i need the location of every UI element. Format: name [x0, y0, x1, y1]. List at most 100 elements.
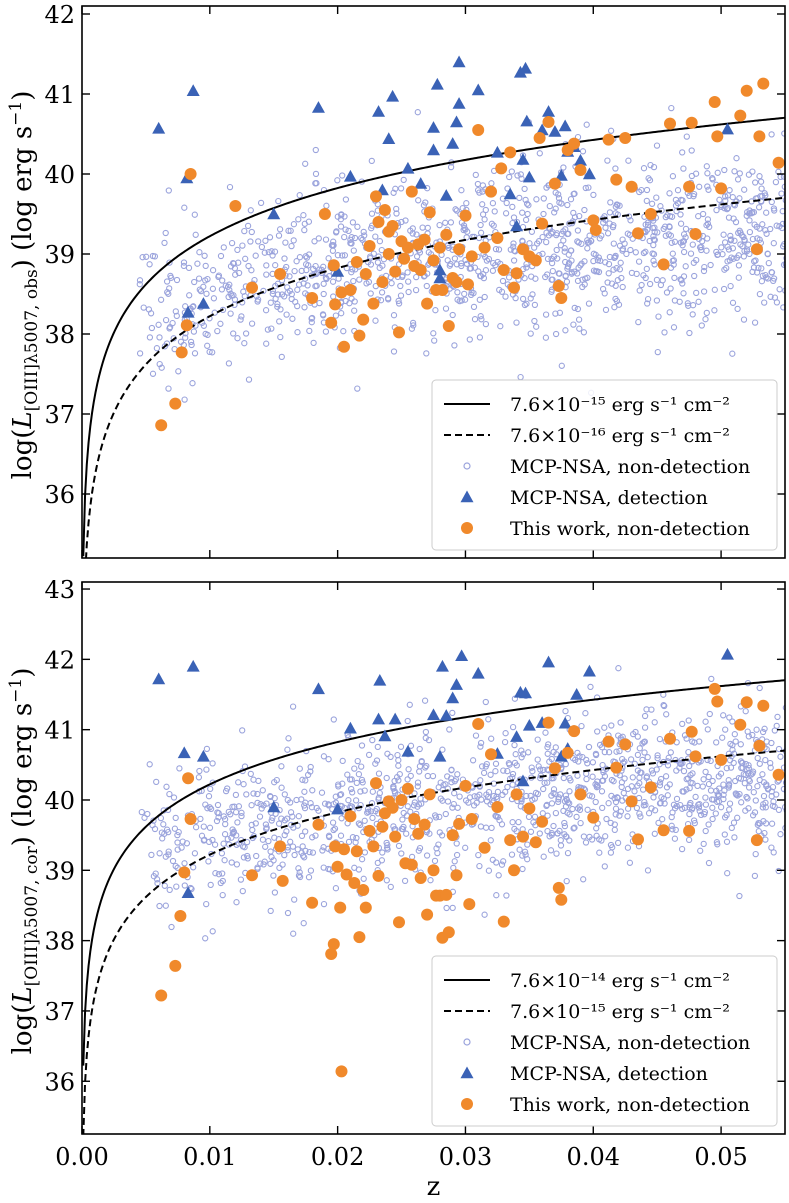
this-work-nondetection-point [472, 124, 485, 136]
mcp-nsa-nondetection-point [759, 728, 767, 736]
mcp-nsa-nondetection-point [702, 794, 709, 801]
mcp-nsa-nondetection-point [204, 331, 211, 339]
mcp-nsa-detection-point [516, 153, 530, 165]
mcp-nsa-nondetection-point [571, 304, 578, 312]
mcp-nsa-nondetection-point [639, 740, 646, 747]
mcp-nsa-nondetection-point [704, 170, 711, 177]
this-work-nondetection-point [497, 915, 510, 928]
this-work-nondetection-point [367, 297, 380, 310]
this-work-nondetection-point [386, 220, 399, 232]
mcp-nsa-nondetection-point [755, 828, 762, 835]
mcp-nsa-nondetection-point [393, 205, 400, 213]
mcp-nsa-nondetection-point [233, 861, 241, 868]
x-tick-label: 0.04 [567, 1143, 620, 1171]
this-work-nondetection-point [510, 267, 523, 280]
mcp-nsa-nondetection-point [582, 710, 589, 717]
this-work-nondetection-point [418, 818, 431, 831]
mcp-nsa-nondetection-point [750, 789, 757, 796]
mcp-nsa-nondetection-point [454, 296, 461, 303]
mcp-nsa-nondetection-point [298, 796, 305, 803]
mcp-nsa-nondetection-point [155, 321, 162, 328]
mcp-nsa-nondetection-point [337, 223, 345, 230]
y-tick-label: 37 [44, 998, 75, 1026]
mcp-nsa-nondetection-point [454, 804, 461, 811]
mcp-nsa-nondetection-point [481, 253, 489, 261]
mcp-nsa-nondetection-point [477, 272, 485, 280]
mcp-nsa-nondetection-point [361, 849, 369, 856]
mcp-nsa-nondetection-point [167, 272, 174, 280]
mcp-nsa-nondetection-point [543, 802, 550, 810]
mcp-nsa-nondetection-point [704, 183, 711, 190]
mcp-nsa-nondetection-point [205, 858, 212, 865]
mcp-nsa-nondetection-point [384, 750, 391, 757]
this-work-nondetection-point [734, 718, 747, 731]
mcp-nsa-nondetection-point [289, 813, 296, 820]
mcp-nsa-nondetection-point [562, 327, 569, 334]
mcp-nsa-nondetection-point [354, 757, 361, 765]
mcp-nsa-nondetection-point [735, 252, 742, 259]
mcp-nsa-nondetection-point [316, 266, 323, 273]
mcp-nsa-nondetection-point [153, 345, 161, 352]
mcp-nsa-nondetection-point [550, 748, 557, 756]
mcp-nsa-nondetection-point [606, 220, 613, 227]
mcp-nsa-nondetection-point [701, 263, 708, 271]
this-work-nondetection-point [657, 824, 670, 837]
mcp-nsa-nondetection-point [689, 302, 697, 309]
x-tick-label: 0.01 [183, 1143, 236, 1171]
mcp-nsa-detection-point [519, 61, 533, 74]
mcp-nsa-nondetection-point [783, 807, 785, 814]
mcp-nsa-nondetection-point [348, 240, 355, 247]
mcp-nsa-nondetection-point [683, 735, 690, 742]
mcp-nsa-nondetection-point [418, 800, 425, 807]
y-tick-label: 37 [44, 401, 75, 429]
mcp-nsa-nondetection-point [217, 252, 225, 260]
mcp-nsa-detection-point [401, 744, 415, 757]
mcp-nsa-nondetection-point [626, 859, 634, 866]
mcp-nsa-nondetection-point [235, 803, 243, 810]
mcp-nsa-nondetection-point [519, 852, 526, 859]
mcp-nsa-nondetection-point [539, 233, 546, 241]
mcp-nsa-nondetection-point [304, 282, 311, 289]
mcp-nsa-nondetection-point [558, 200, 565, 207]
mcp-nsa-nondetection-point [482, 320, 490, 328]
mcp-nsa-nondetection-point [565, 230, 572, 237]
mcp-nsa-nondetection-point [336, 791, 344, 799]
mcp-nsa-nondetection-point [740, 253, 748, 260]
mcp-nsa-nondetection-point [676, 759, 683, 766]
mcp-nsa-nondetection-point [241, 227, 248, 235]
mcp-nsa-nondetection-point [764, 786, 772, 793]
mcp-nsa-nondetection-point [598, 232, 605, 239]
this-work-nondetection-point [389, 265, 402, 278]
mcp-nsa-nondetection-point [315, 807, 322, 814]
mcp-nsa-nondetection-point [663, 289, 671, 296]
this-work-nondetection-point [433, 241, 446, 254]
mcp-nsa-nondetection-point [229, 260, 237, 267]
mcp-nsa-nondetection-point [284, 746, 291, 753]
mcp-nsa-nondetection-point [745, 764, 752, 772]
mcp-nsa-nondetection-point [253, 852, 260, 860]
this-work-nondetection-point [753, 739, 766, 752]
mcp-nsa-nondetection-point [373, 805, 380, 813]
mcp-nsa-detection-point [522, 718, 536, 731]
mcp-nsa-nondetection-point [146, 761, 153, 768]
mcp-nsa-nondetection-point [700, 776, 707, 783]
mcp-nsa-nondetection-point [692, 170, 700, 177]
mcp-nsa-nondetection-point [274, 303, 281, 310]
mcp-nsa-nondetection-point [268, 853, 275, 861]
mcp-nsa-nondetection-point [489, 267, 497, 274]
this-work-nondetection-point [632, 833, 644, 846]
mcp-nsa-nondetection-point [607, 127, 615, 134]
this-work-nondetection-point [246, 281, 258, 294]
mcp-nsa-nondetection-point [518, 754, 525, 761]
mcp-nsa-nondetection-point [190, 328, 198, 335]
mcp-nsa-nondetection-point [471, 793, 478, 800]
this-work-nondetection-point [508, 864, 520, 877]
mcp-nsa-nondetection-point [323, 202, 330, 209]
mcp-nsa-nondetection-point [254, 790, 261, 798]
mcp-nsa-nondetection-point [204, 342, 211, 349]
mcp-nsa-nondetection-point [742, 760, 749, 768]
mcp-nsa-nondetection-point [704, 726, 711, 733]
this-work-nondetection-point [465, 813, 478, 825]
mcp-nsa-nondetection-point [262, 821, 270, 828]
mcp-nsa-detection-point [450, 115, 464, 128]
